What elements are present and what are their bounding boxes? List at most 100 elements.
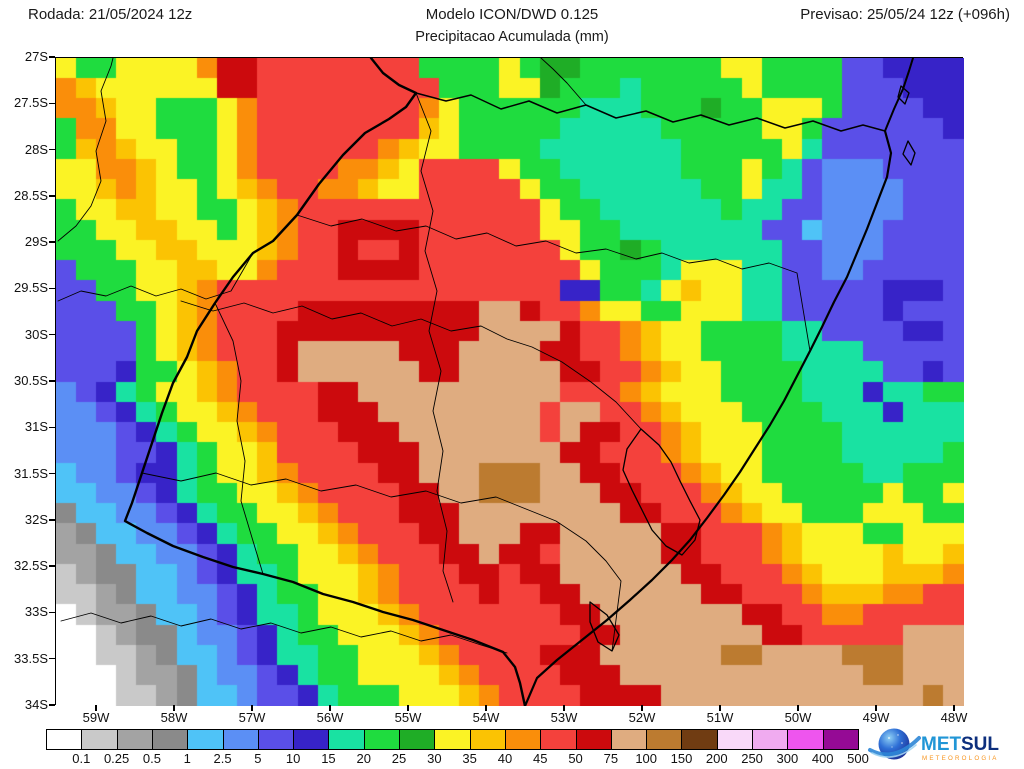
colorbar-swatch xyxy=(716,729,754,750)
lat-tick-label: 31.5S xyxy=(14,465,48,481)
lat-tick-label: 33.5S xyxy=(14,650,48,666)
lat-tick-mark xyxy=(49,56,55,58)
lon-tick-label: 56W xyxy=(316,710,344,725)
lon-tick-mark xyxy=(95,705,97,711)
lon-tick-mark xyxy=(173,705,175,711)
colorbar-value-label: 0.1 xyxy=(72,751,91,766)
lat-tick-mark xyxy=(49,472,55,475)
colorbar-value-label: 15 xyxy=(321,751,336,766)
logo-text-met: MET xyxy=(921,734,962,755)
colorbar-swatch xyxy=(469,729,506,750)
lat-tick-label: 27.5S xyxy=(14,95,48,111)
lat-tick-mark xyxy=(49,704,55,706)
colorbar-value-label: 500 xyxy=(847,751,869,766)
lat-tick-mark xyxy=(49,380,55,382)
lat-tick-mark xyxy=(49,519,55,521)
model-label: Modelo ICON/DWD 0.125 xyxy=(425,6,599,23)
colorbar-value-label: 20 xyxy=(356,751,371,766)
lat-tick-mark xyxy=(49,148,55,151)
lat-tick-mark xyxy=(49,333,55,336)
colorbar-swatch xyxy=(116,729,153,750)
colorbar-value-label: 45 xyxy=(533,751,548,766)
lat-tick-mark xyxy=(49,102,55,105)
colorbar-swatch xyxy=(363,729,401,750)
lat-tick-label: 33S xyxy=(24,604,48,620)
colorbar-value-label: 300 xyxy=(776,751,799,766)
lat-tick-mark xyxy=(49,195,55,197)
lon-tick-mark xyxy=(875,705,877,711)
colorbar-swatch xyxy=(822,729,859,750)
colorbar-value-label: 25 xyxy=(391,751,407,766)
colorbar-value-label: 35 xyxy=(462,751,477,766)
colorbar-swatch xyxy=(752,729,789,750)
colorbar-value-label: 40 xyxy=(497,751,513,766)
lon-tick-mark xyxy=(797,705,799,711)
lat-tick-label: 32S xyxy=(24,511,48,527)
lat-tick-mark xyxy=(49,611,55,614)
colorbar-swatch xyxy=(46,729,83,750)
colorbar-value-label: 10 xyxy=(285,751,301,766)
lon-tick-label: 50W xyxy=(784,710,812,725)
colorbar-swatch xyxy=(681,729,718,750)
colorbar-swatch xyxy=(610,729,648,750)
lat-tick-mark xyxy=(49,426,55,429)
colorbar-swatch xyxy=(328,729,365,750)
lon-tick-label: 52W xyxy=(628,710,656,725)
colorbar-value-label: 1 xyxy=(183,751,191,766)
lon-tick-mark xyxy=(407,705,409,711)
logo-tagline: METEOROLOGIA xyxy=(922,755,999,762)
colorbar-value-label: 250 xyxy=(741,751,763,766)
lon-tick-label: 48W xyxy=(940,710,968,725)
lon-tick-label: 53W xyxy=(550,710,578,725)
lon-tick-label: 55W xyxy=(394,710,422,725)
lon-tick-label: 54W xyxy=(472,710,500,725)
colorbar-value-label: 150 xyxy=(670,751,693,766)
lat-tick-mark xyxy=(49,657,55,660)
lon-tick-mark xyxy=(329,705,331,711)
lat-tick-label: 27S xyxy=(24,49,48,64)
lon-tick-label: 49W xyxy=(862,710,890,725)
lat-tick-label: 29S xyxy=(24,234,48,250)
lat-tick-label: 34S xyxy=(24,697,48,712)
colorbar-swatch xyxy=(81,729,118,750)
colorbar-swatch xyxy=(151,729,189,750)
lat-tick-mark xyxy=(49,241,55,243)
colorbar-value-label: 0.25 xyxy=(103,751,130,766)
colorbar-value-label: 2.5 xyxy=(213,751,232,766)
map-subtitle: Precipitacao Acumulada (mm) xyxy=(415,29,609,45)
lat-tick-label: 28S xyxy=(24,141,48,157)
lat-tick-label: 31S xyxy=(24,419,48,435)
colorbar-swatch xyxy=(187,729,224,750)
colorbar-value-label: 5 xyxy=(254,751,262,766)
lon-tick-label: 51W xyxy=(706,710,734,725)
forecast-label: Previsao: 25/05/24 12z (+096h) xyxy=(800,6,1010,23)
metsul-logo: MET SUL METEOROLOGIA xyxy=(868,728,999,762)
lon-tick-label: 58W xyxy=(160,710,188,725)
lat-tick-mark xyxy=(49,287,55,290)
precip-map-canvas xyxy=(56,58,964,706)
colorbar-swatch xyxy=(504,729,542,750)
colorbar-value-label: 400 xyxy=(811,751,834,766)
lon-tick-mark xyxy=(953,705,955,711)
colorbar-swatch xyxy=(787,729,824,750)
lon-tick-mark xyxy=(641,705,643,711)
lon-tick-mark xyxy=(719,705,721,711)
lat-tick-mark xyxy=(49,565,55,567)
run-label: Rodada: 21/05/2024 12z xyxy=(28,6,193,23)
lat-tick-label: 30S xyxy=(24,326,48,342)
colorbar-value-label: 75 xyxy=(603,751,619,766)
colorbar-value-label: 30 xyxy=(427,751,442,766)
logo-text-sul: SUL xyxy=(961,734,999,755)
colorbar-value-label: 0.5 xyxy=(142,751,161,766)
colorbar-swatch xyxy=(575,729,612,750)
colorbar-swatch xyxy=(646,729,683,750)
colorbar-swatch xyxy=(399,729,436,750)
lat-tick-label: 30.5S xyxy=(14,373,48,388)
colorbar-swatch xyxy=(257,729,295,750)
colorbar-swatch xyxy=(222,729,259,750)
colorbar-swatch xyxy=(293,729,330,750)
colorbar-swatch xyxy=(434,729,471,750)
colorbar-value-label: 200 xyxy=(705,751,728,766)
colorbar-swatch xyxy=(540,729,577,750)
